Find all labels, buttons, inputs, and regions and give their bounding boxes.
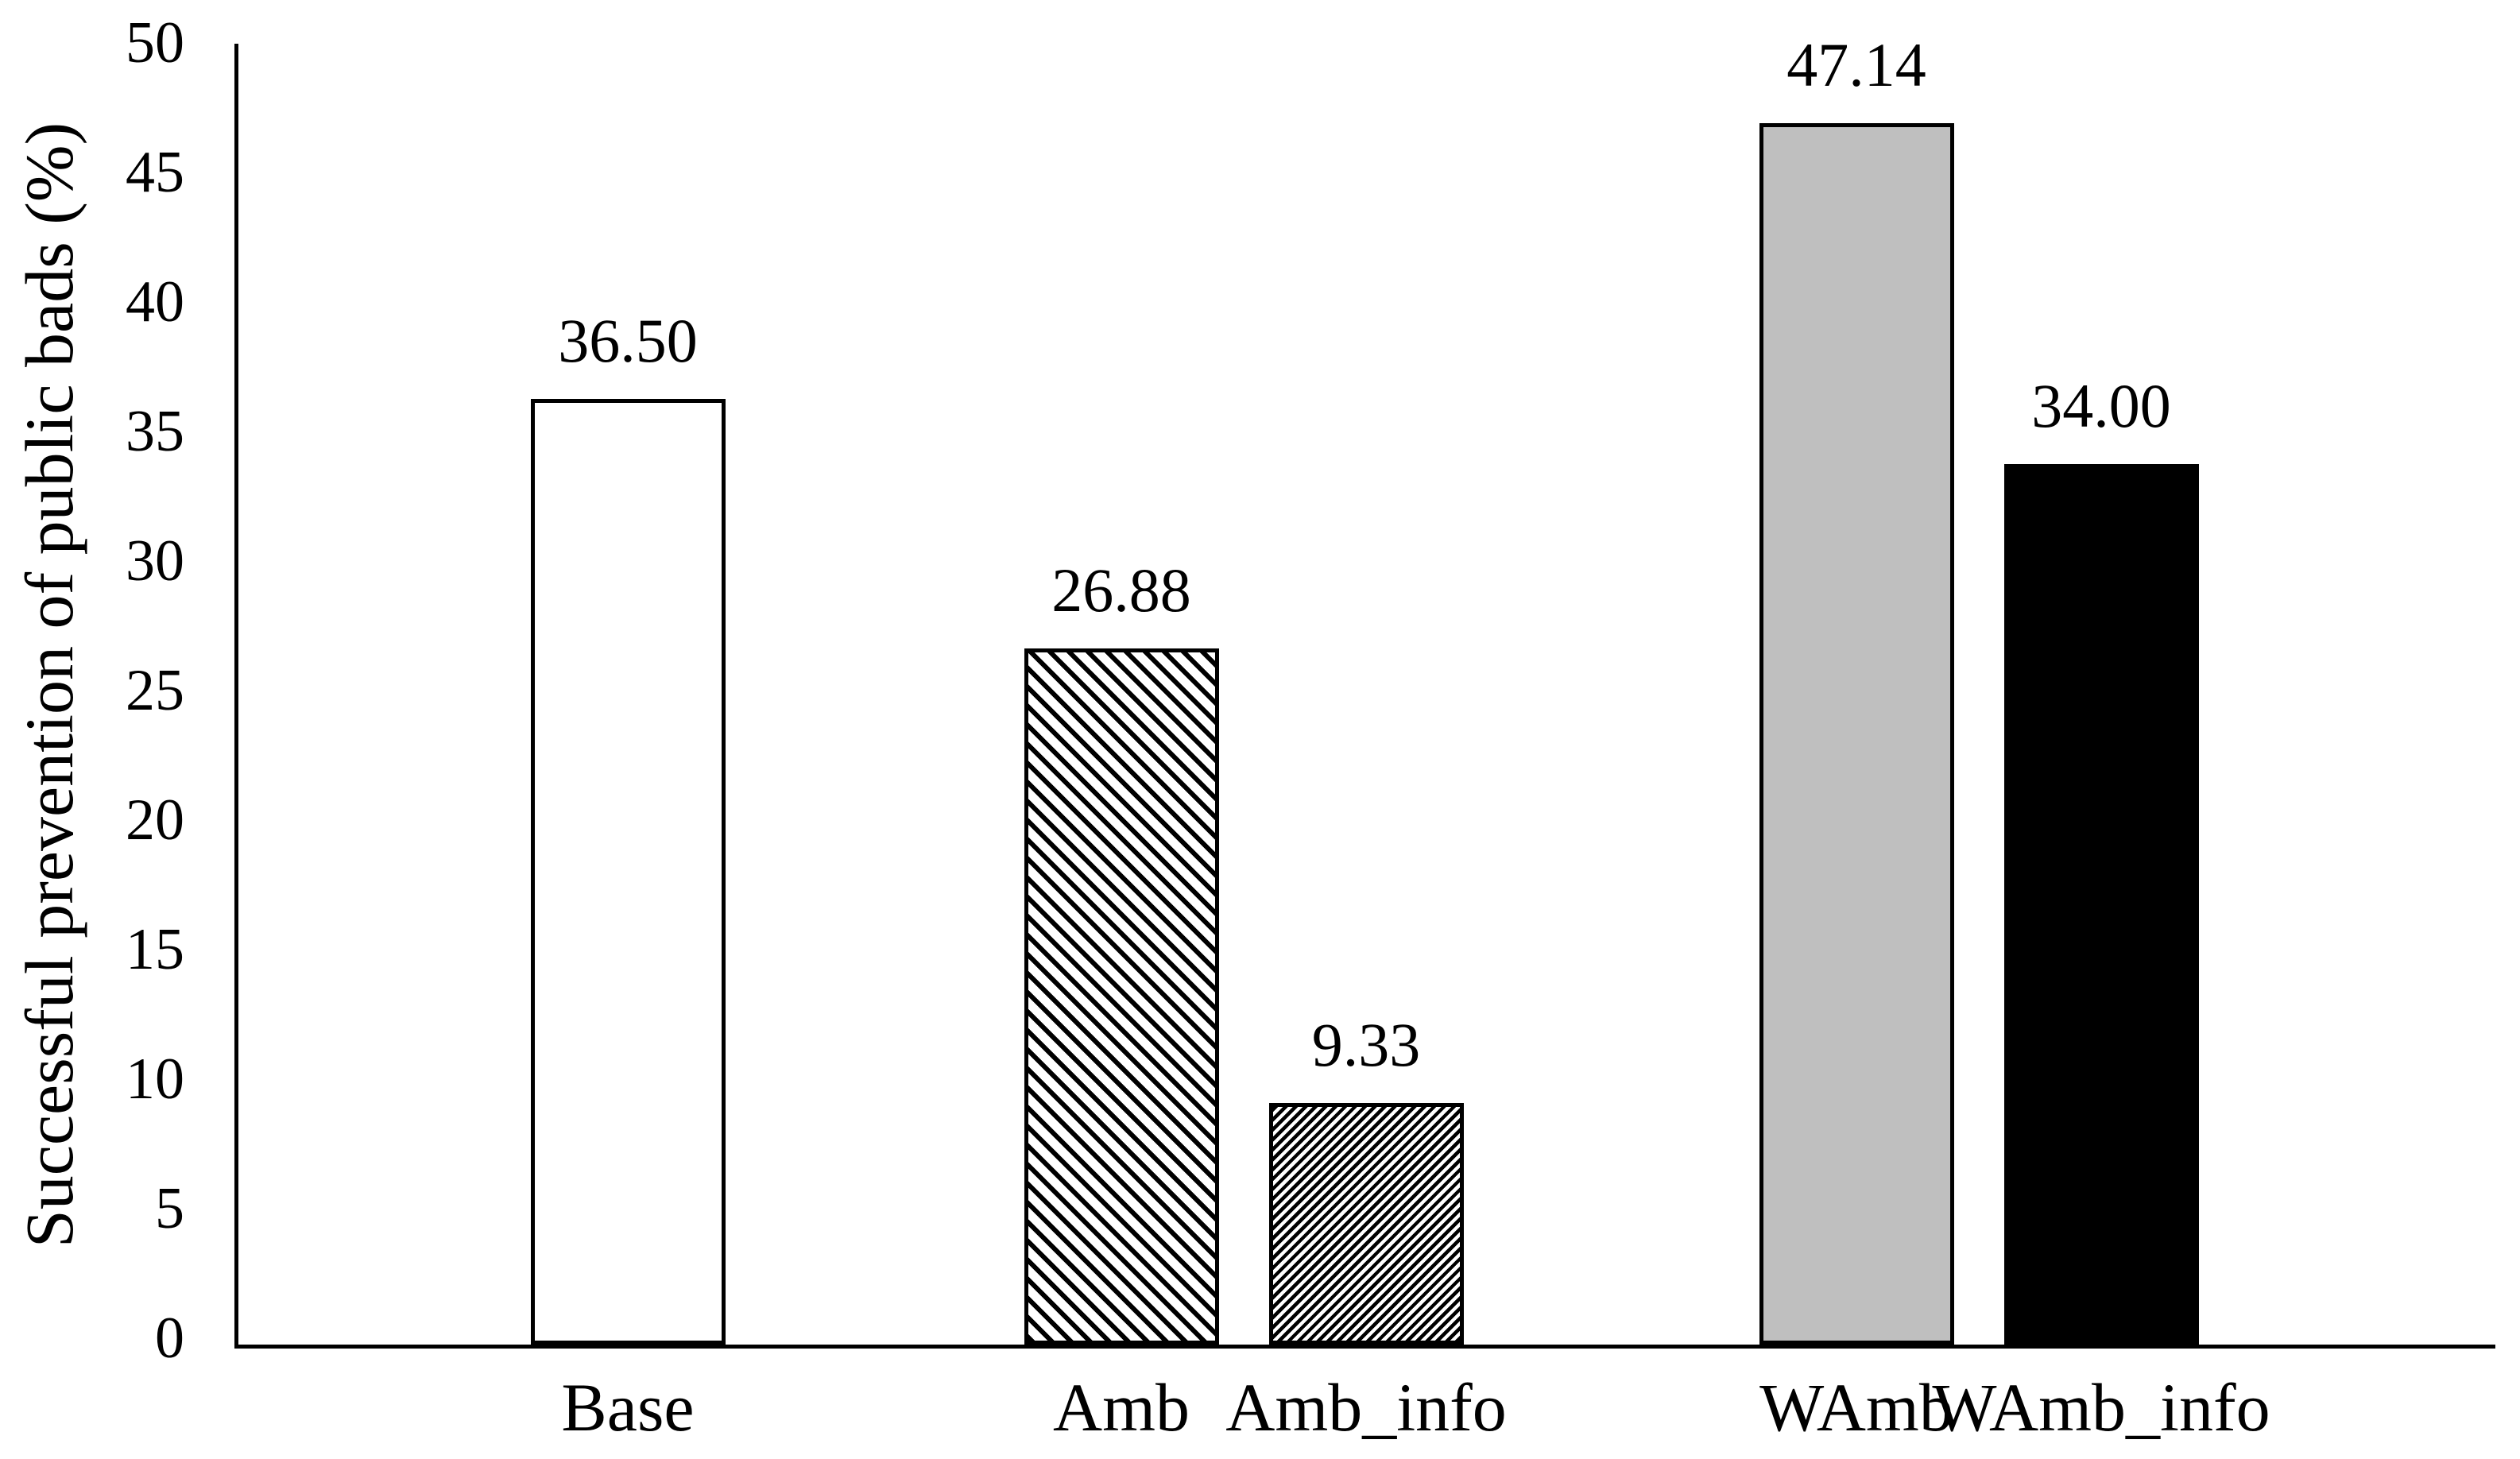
- y-tick-label-0: 0: [155, 1306, 184, 1371]
- value-label-base: 36.50: [558, 306, 698, 376]
- x-label-wamb: WAmb: [1759, 1369, 1953, 1445]
- y-tick-label-15: 15: [126, 917, 184, 982]
- y-tick-label-40: 40: [126, 269, 184, 335]
- y-tick-label-45: 45: [126, 140, 184, 205]
- bar-amb-info: [1268, 1102, 1464, 1345]
- x-label-base: Base: [561, 1369, 695, 1445]
- value-label-amb-info: 9.33: [1311, 1009, 1421, 1079]
- bar-amb: [1024, 648, 1219, 1345]
- y-axis-title: Successful prevention of public bads (%): [11, 122, 87, 1248]
- y-tick-label-5: 5: [155, 1176, 184, 1241]
- y-tick-label-30: 30: [126, 528, 184, 594]
- bar-wamb-info: [2003, 463, 2199, 1345]
- y-tick-label-10: 10: [126, 1047, 184, 1112]
- value-label-amb: 26.88: [1051, 555, 1191, 625]
- y-axis-line: [234, 44, 238, 1349]
- y-tick-label-25: 25: [126, 658, 184, 723]
- y-tick-label-35: 35: [126, 399, 184, 464]
- bar-base: [530, 399, 726, 1345]
- x-label-amb: Amb: [1053, 1369, 1190, 1445]
- x-label-amb-info: Amb_info: [1225, 1369, 1507, 1445]
- x-axis-line: [234, 1345, 2495, 1349]
- value-label-wamb-info: 34.00: [2031, 370, 2171, 440]
- x-label-wamb-info: WAmb_info: [1932, 1369, 2270, 1445]
- y-tick-label-20: 20: [126, 788, 184, 853]
- value-label-wamb: 47.14: [1786, 30, 1926, 100]
- y-tick-label-50: 50: [126, 10, 184, 75]
- bar-wamb: [1759, 123, 1954, 1345]
